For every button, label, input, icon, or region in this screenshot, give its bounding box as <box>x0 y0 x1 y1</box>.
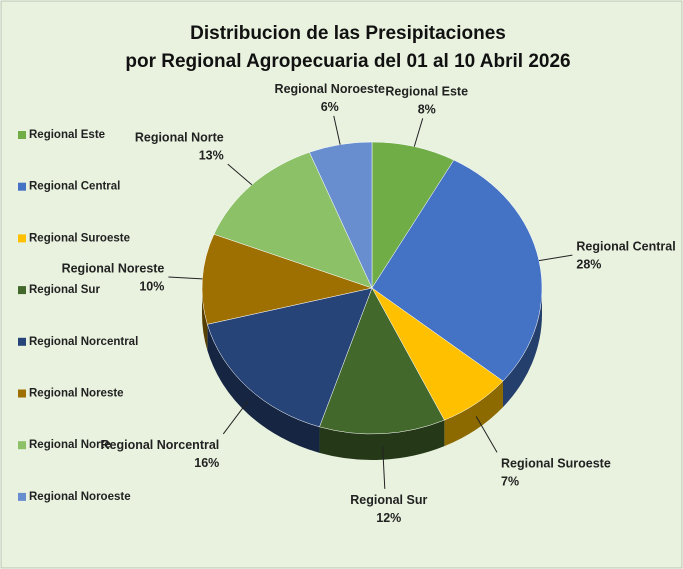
slice-side <box>319 420 445 460</box>
leader-line <box>222 400 249 435</box>
slice-side <box>444 381 503 447</box>
slice <box>213 151 373 289</box>
data-label-name: Regional Suroeste <box>501 457 611 471</box>
data-label-name: Regional Sur <box>350 493 427 507</box>
legend-swatch <box>18 182 26 191</box>
data-label-value: 12% <box>376 511 401 525</box>
data-label-value: 16% <box>194 456 219 470</box>
legend-swatch <box>18 492 26 501</box>
slice <box>201 233 373 325</box>
legend-swatch <box>18 441 26 450</box>
data-label-name: Regional Noreste <box>62 261 165 275</box>
data-label-value: 6% <box>321 100 339 114</box>
slice-side <box>207 324 320 453</box>
data-label-value: 7% <box>501 475 519 489</box>
legend-label: Regional Sur <box>29 284 100 296</box>
data-label-value: 13% <box>199 148 224 162</box>
legend-label: Regional Central <box>29 181 120 193</box>
chart-title: Distribucion de las Presipitaciones <box>190 23 506 44</box>
leader-line <box>538 254 573 262</box>
legend-label: Regional Noroeste <box>29 491 131 503</box>
legend-label: Regional Norte <box>29 439 111 451</box>
data-label-name: Regional Noroeste <box>275 82 385 96</box>
data-label-value: 10% <box>139 279 164 293</box>
legend-swatch <box>18 131 26 139</box>
data-label-value: 8% <box>418 103 436 117</box>
leader-line <box>168 276 203 280</box>
legend-label: Regional Este <box>29 129 105 141</box>
legend-label: Regional Suroeste <box>29 232 130 244</box>
leader-line <box>333 115 341 145</box>
slice <box>319 287 445 435</box>
data-label-name: Regional Norcentral <box>101 438 220 452</box>
data-label-name: Regional Norte <box>135 130 224 144</box>
leader-line <box>227 163 253 186</box>
leader-line <box>413 118 424 147</box>
legend-swatch <box>18 337 26 346</box>
data-label-value: 28% <box>576 257 601 271</box>
legend-label: Regional Noreste <box>29 388 124 400</box>
slice-side <box>502 288 542 408</box>
leader-line <box>475 416 498 453</box>
legend-label: Regional Norcentral <box>29 336 138 348</box>
slice <box>207 287 373 428</box>
legend-swatch <box>18 234 26 243</box>
data-label-name: Regional Central <box>576 239 675 253</box>
slice <box>309 141 373 289</box>
leader-line <box>382 446 386 489</box>
chart-title: por Regional Agropecuaria del 01 al 10 A… <box>125 51 570 72</box>
legend-swatch <box>18 286 26 295</box>
slice-side <box>202 288 208 351</box>
legend-swatch <box>18 389 26 398</box>
data-label-name: Regional Este <box>385 85 468 99</box>
